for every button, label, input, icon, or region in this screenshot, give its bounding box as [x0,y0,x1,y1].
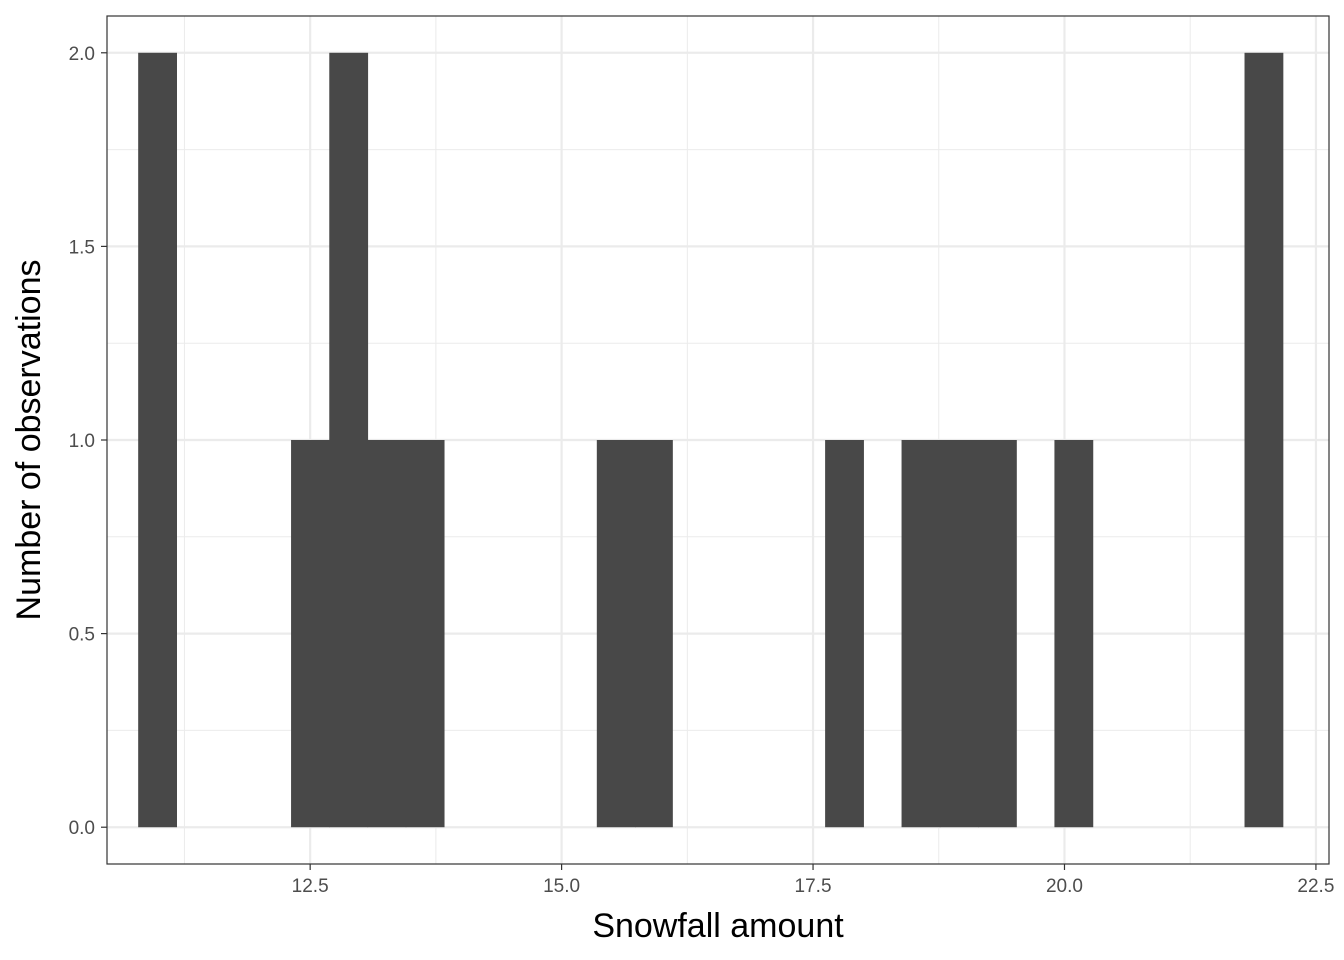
histogram-bar [291,440,330,828]
x-tick-label: 20.0 [1046,876,1083,897]
y-tick-label: 2.0 [69,44,95,65]
y-tick-label: 0.0 [69,818,95,839]
x-tick-label: 12.5 [292,876,329,897]
histogram-bar [329,52,369,828]
histogram-bar [1054,440,1094,828]
histogram-bar [825,440,864,828]
x-tick-label: 17.5 [795,876,832,897]
x-tick-label: 15.0 [543,876,580,897]
histogram-bar [1244,52,1284,828]
histogram-bars [138,52,1284,828]
x-axis-title: Snowfall amount [592,907,844,945]
histogram-bar [635,440,673,828]
y-tick-label: 1.0 [69,431,95,452]
x-tick-label: 22.5 [1297,876,1334,897]
y-tick-label: 1.5 [69,237,95,258]
histogram-bar [405,440,445,828]
histogram-bar [367,440,407,828]
histogram-bar [977,440,1017,828]
histogram-bar [596,440,636,828]
y-tick-label: 0.5 [69,625,95,646]
histogram-bar [901,440,941,828]
y-axis-ticks: 0.0 0.5 1.0 1.5 2.0 [69,44,107,839]
x-axis-ticks: 12.5 15.0 17.5 20.0 22.5 [292,864,1334,897]
histogram-bar [939,440,979,828]
histogram-bar [138,52,177,828]
y-axis-title: Number of observations [10,260,48,621]
